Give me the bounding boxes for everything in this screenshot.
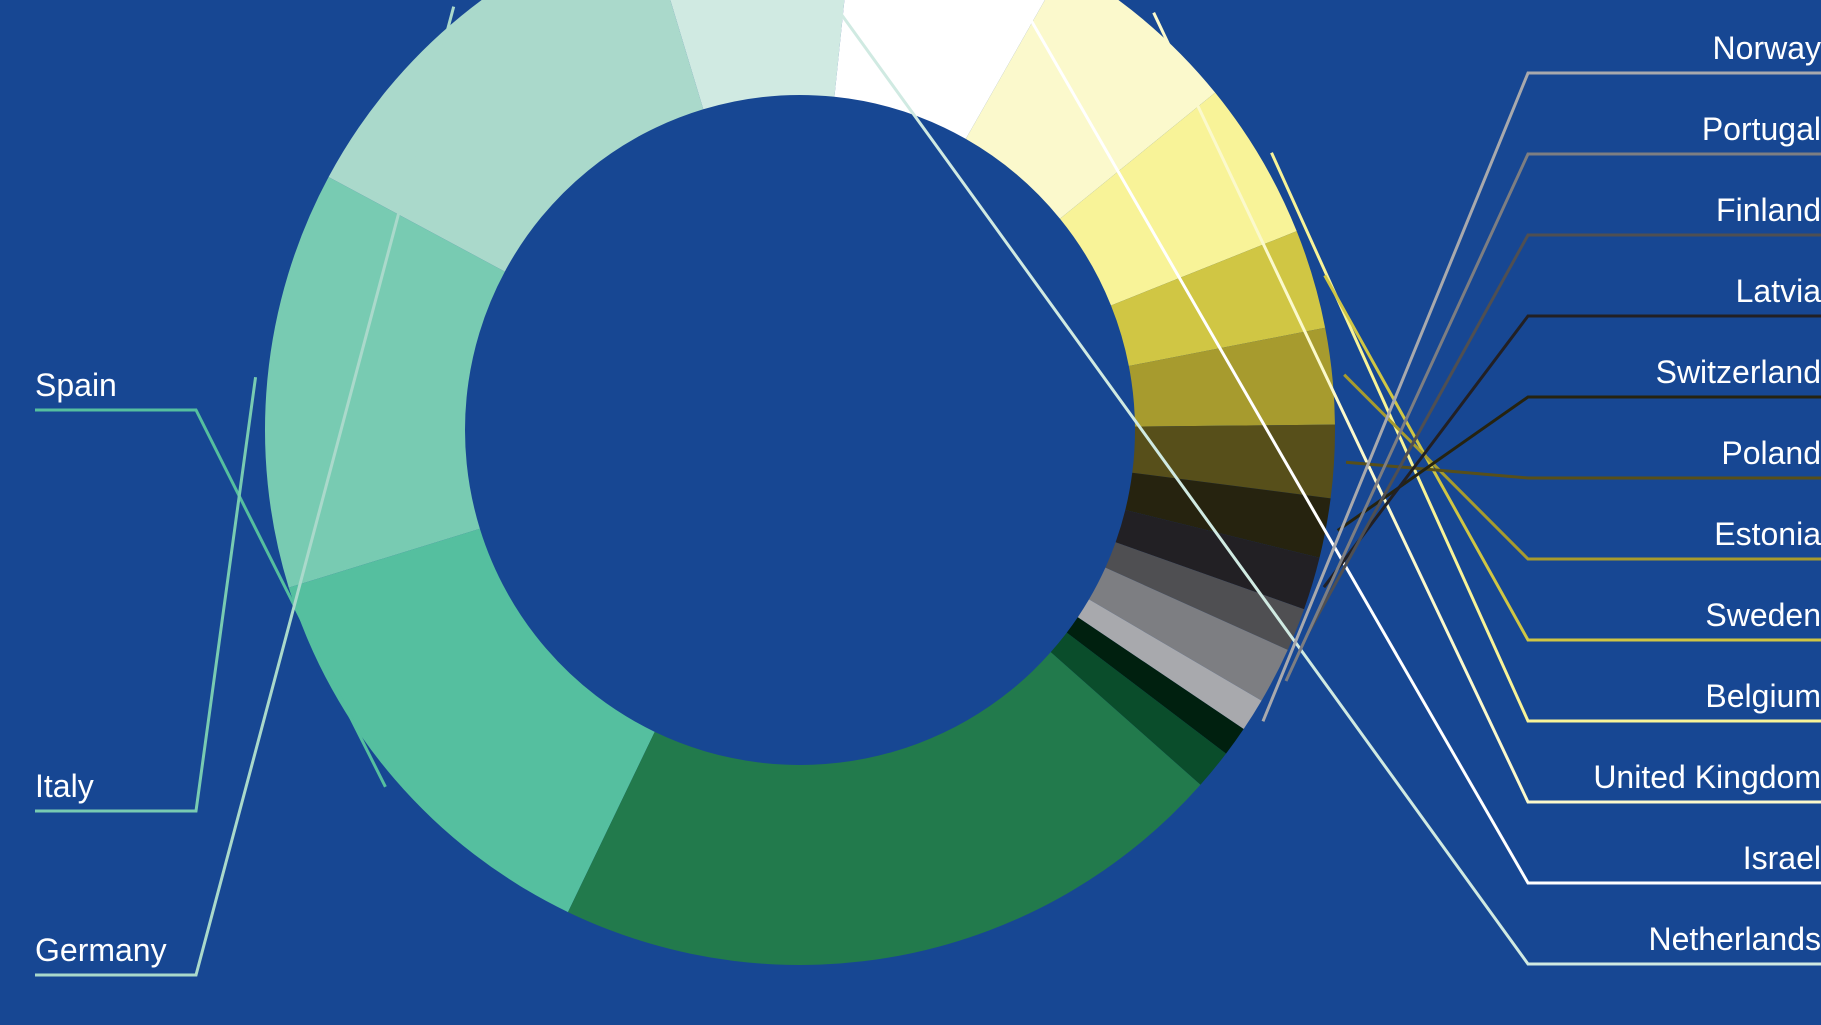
leader-lines bbox=[35, 0, 1821, 977]
donut-slices bbox=[264, 0, 1335, 965]
label-israel: Israel bbox=[1743, 840, 1821, 876]
slice-norway bbox=[1077, 599, 1262, 730]
slice-unlabeled-16 bbox=[1050, 632, 1227, 785]
label-estonia: Estonia bbox=[1714, 516, 1821, 552]
slice-labels: Spain Italy Germany Netherlands Israel United… bbox=[35, 30, 1821, 968]
slice-belgium bbox=[1059, 92, 1297, 306]
label-spain: Spain bbox=[35, 367, 117, 403]
slice-switzerland bbox=[1125, 472, 1331, 558]
slice-latvia bbox=[1115, 510, 1320, 610]
leader-line-poland bbox=[1345, 460, 1821, 480]
slice-israel bbox=[834, 0, 1045, 139]
slice-estonia bbox=[1128, 327, 1335, 427]
label-portugal: Portugal bbox=[1702, 111, 1821, 147]
label-latvia: Latvia bbox=[1736, 273, 1821, 309]
slice-unlabeled-17 bbox=[567, 652, 1201, 965]
leader-line-italy bbox=[35, 376, 258, 813]
leader-line-latvia bbox=[1322, 314, 1821, 589]
label-switzerland: Switzerland bbox=[1656, 354, 1821, 390]
label-poland: Poland bbox=[1721, 435, 1821, 471]
leader-line-sweden bbox=[1323, 274, 1821, 642]
leader-line-germany bbox=[35, 6, 456, 977]
leader-line-portugal bbox=[1284, 152, 1821, 682]
slice-spain bbox=[288, 528, 655, 913]
leader-line-finland bbox=[1306, 233, 1821, 635]
slice-united-kingdom bbox=[965, 0, 1216, 219]
label-belgium: Belgium bbox=[1705, 678, 1821, 714]
label-united-kingdom: United Kingdom bbox=[1593, 759, 1821, 795]
slice-netherlands bbox=[670, 0, 845, 110]
leader-line-israel bbox=[1017, 0, 1821, 885]
leader-line-spain bbox=[35, 408, 387, 788]
slice-finland bbox=[1105, 542, 1305, 650]
leader-line-netherlands bbox=[829, 0, 1821, 966]
slice-portugal bbox=[1089, 567, 1288, 701]
label-italy: Italy bbox=[35, 768, 94, 804]
label-norway: Norway bbox=[1713, 30, 1821, 66]
leader-line-norway bbox=[1261, 71, 1821, 722]
label-netherlands: Netherlands bbox=[1648, 921, 1821, 957]
leader-line-united-kingdom bbox=[1152, 12, 1821, 804]
leader-line-estonia bbox=[1343, 373, 1821, 561]
slice-germany bbox=[328, 0, 704, 272]
leader-line-belgium bbox=[1270, 152, 1821, 723]
slice-unlabeled-15 bbox=[1066, 617, 1244, 754]
label-germany: Germany bbox=[35, 932, 167, 968]
label-finland: Finland bbox=[1716, 192, 1821, 228]
label-sweden: Sweden bbox=[1705, 597, 1821, 633]
slice-poland bbox=[1132, 424, 1335, 499]
